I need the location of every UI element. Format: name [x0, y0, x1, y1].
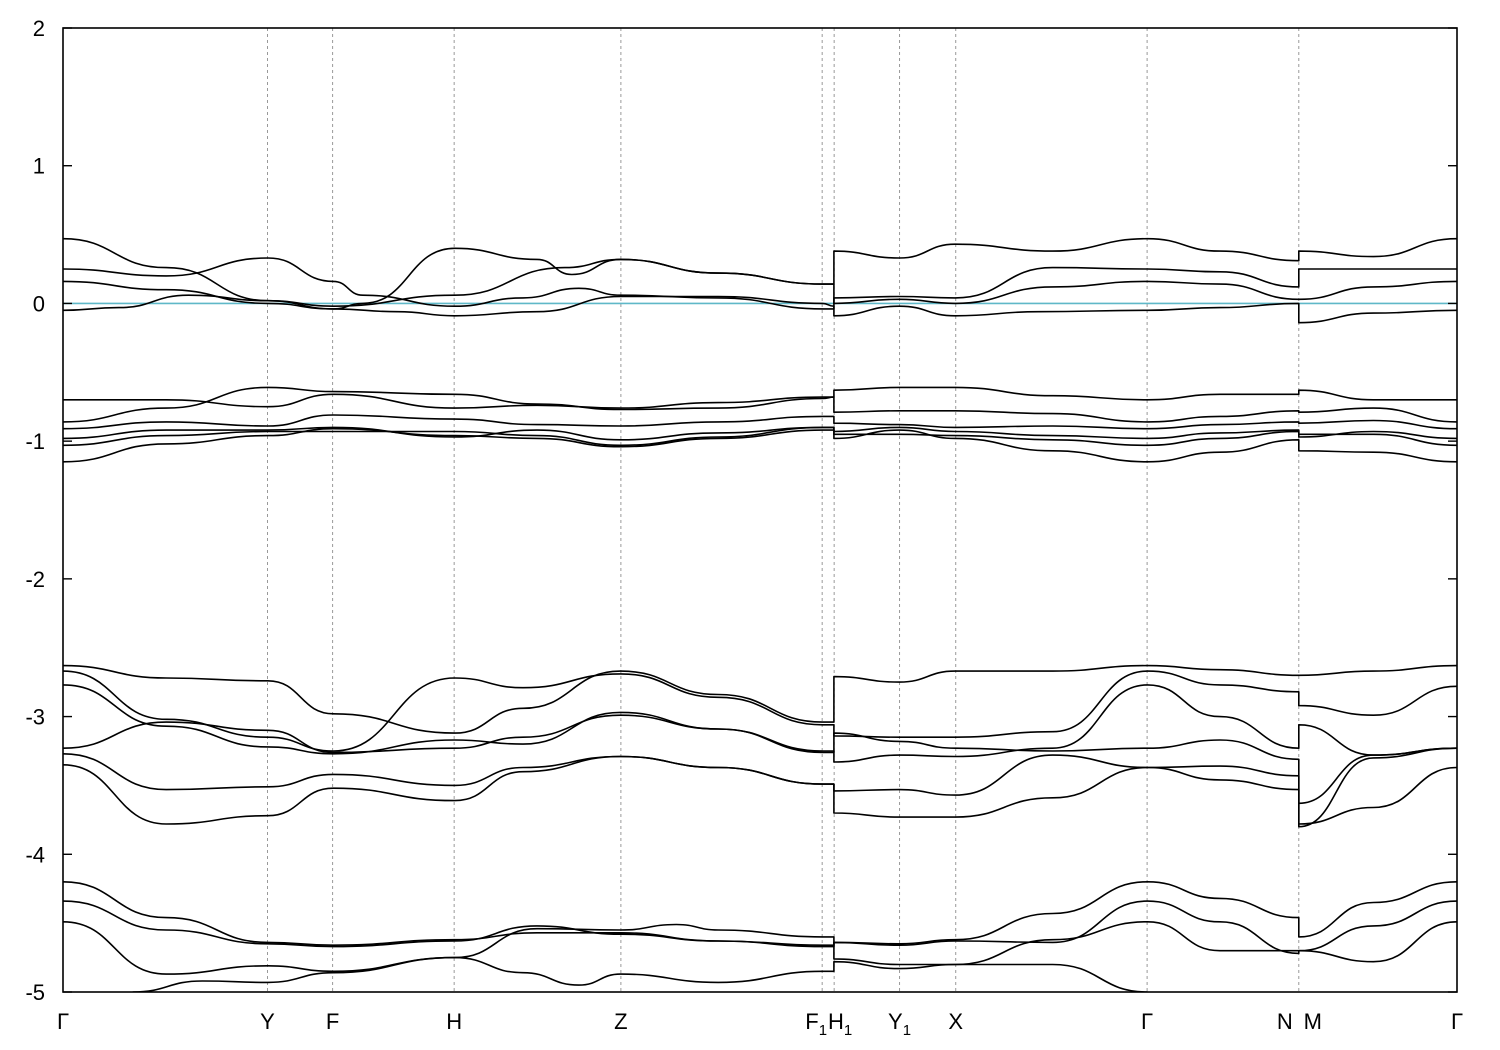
kpoint-label-9: Γ [1141, 1009, 1153, 1034]
ytick-label-0: -5 [25, 980, 45, 1005]
band-11 [63, 664, 1457, 734]
kpoint-label-4: Z [614, 1009, 627, 1034]
band-18 [63, 900, 1457, 955]
kpoint-gridlines [266, 28, 1300, 992]
y-axis-ticks: -5 -4 -3 -2 -1 0 1 2 [25, 16, 1457, 1005]
ytick-label-5: 0 [33, 291, 45, 316]
plot-frame [62, 27, 1458, 993]
kpoint-label-1: Y [260, 1009, 275, 1034]
kpoint-label-7: Y1 [888, 1009, 911, 1039]
band-17 [63, 881, 1457, 946]
kpoint-label-12: Γ [1451, 1009, 1463, 1034]
band-16 [63, 747, 1457, 828]
band-19 [63, 921, 1457, 975]
kpoint-label-6: H1 [828, 1009, 852, 1039]
ytick-label-1: -4 [25, 842, 45, 867]
ytick-label-7: 2 [33, 16, 45, 41]
band-9 [63, 426, 1457, 447]
ytick-label-6: 1 [33, 154, 45, 179]
ytick-label-3: -2 [25, 567, 45, 592]
band-13 [63, 684, 1457, 763]
kpoint-label-0: Γ [57, 1009, 69, 1034]
x-axis-kpoint-labels: Γ Y F H Z F1 H1 Y1 X Γ N M Γ [57, 1009, 1463, 1039]
band-7 [63, 414, 1457, 430]
kpoint-label-10: N [1277, 1009, 1293, 1034]
band-1 [63, 237, 1457, 307]
band-2 [63, 257, 1457, 310]
band-12 [63, 670, 1457, 752]
band-10 [63, 427, 1457, 463]
kpoint-label-8: X [948, 1009, 963, 1034]
kpoint-label-11: M [1304, 1009, 1322, 1034]
band-15 [63, 753, 1457, 825]
band-5 [63, 386, 1457, 409]
kpoint-label-5: F1 [805, 1009, 827, 1039]
band-4 [63, 294, 1457, 324]
band-14 [63, 714, 1457, 805]
kpoint-label-2: F [326, 1009, 339, 1034]
band-series [63, 237, 1457, 992]
ytick-label-2: -3 [25, 705, 45, 730]
ytick-label-4: -1 [25, 429, 45, 454]
kpoint-label-3: H [446, 1009, 462, 1034]
band-6 [63, 386, 1457, 423]
band-20 [132, 956, 1148, 992]
